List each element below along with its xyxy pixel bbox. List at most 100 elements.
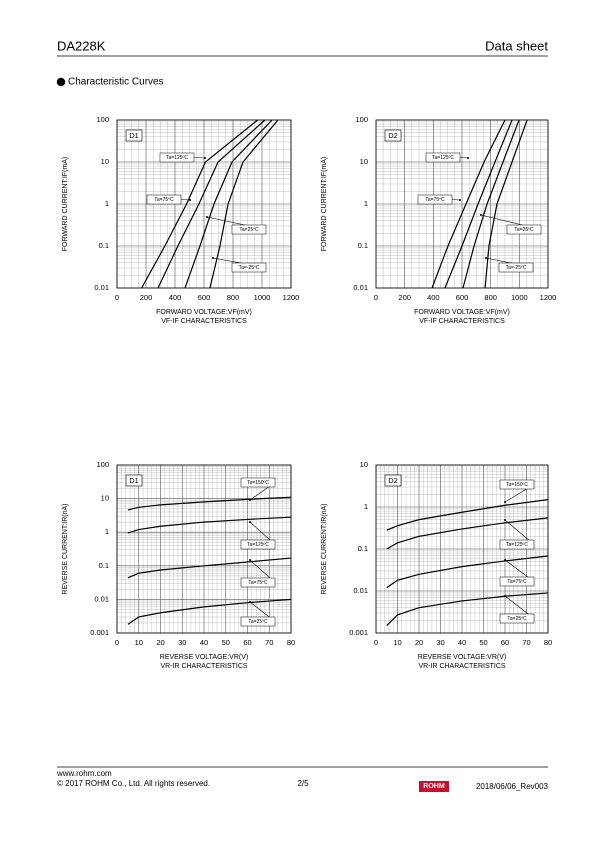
x-tick-label: 40 xyxy=(200,638,208,647)
curve xyxy=(184,119,273,289)
footer-copyright: © 2017 ROHM Co., Ltd. All rights reserve… xyxy=(57,779,210,788)
curve xyxy=(127,557,292,579)
series-label: Ta=125ºC xyxy=(506,542,528,548)
series-label: Ta=75ºC xyxy=(507,579,527,585)
curve xyxy=(484,119,528,289)
series-label-box xyxy=(231,262,267,273)
series-label-box xyxy=(240,539,276,550)
arrow-head xyxy=(204,157,206,159)
arrow-head xyxy=(485,257,487,259)
series-label-box xyxy=(417,194,453,205)
arrow-head xyxy=(212,257,214,259)
doc-type: Data sheet xyxy=(485,38,548,53)
arrow-head xyxy=(249,521,251,523)
x-tick-label: 600 xyxy=(198,293,211,302)
curve xyxy=(141,119,259,289)
x-tick-label: 80 xyxy=(287,638,295,647)
diode-label-box xyxy=(384,474,402,487)
arrow-head xyxy=(206,216,208,218)
logo: ROHM xyxy=(423,783,445,790)
y-tick-label: 0.1 xyxy=(358,544,368,553)
x-tick-label: 60 xyxy=(501,638,509,647)
series-label-box xyxy=(240,477,276,488)
curve xyxy=(209,119,279,289)
curve xyxy=(157,119,266,289)
logo-box xyxy=(419,781,449,792)
series-label: Ta=25ºC xyxy=(514,227,534,233)
y-tick-label: 0.001 xyxy=(90,628,109,637)
series-label-box xyxy=(231,224,267,235)
x-tick-label: 1000 xyxy=(511,293,528,302)
series-label-box xyxy=(499,539,535,550)
series-label: Ta=75ºC xyxy=(248,580,268,586)
y-tick-label: 10 xyxy=(360,460,368,469)
y-tick-label: 0.01 xyxy=(94,594,109,603)
plot-frame xyxy=(375,464,549,634)
y-tick-label: 10 xyxy=(360,157,368,166)
x-tick-label: 800 xyxy=(227,293,240,302)
annotation-arrow xyxy=(180,199,191,201)
series-label: Ta=125ºC xyxy=(247,542,269,548)
x-tick-label: 30 xyxy=(178,638,186,647)
series-label-box xyxy=(506,224,542,235)
series-label-box xyxy=(425,152,461,163)
x-tick-label: 400 xyxy=(427,293,440,302)
y-tick-label: 1 xyxy=(364,199,368,208)
x-tick-label: 200 xyxy=(398,293,411,302)
y-tick-label: 1 xyxy=(105,527,109,536)
diode-label: D1 xyxy=(129,131,139,140)
curve xyxy=(431,119,506,289)
y-axis-title: REVERSE CURRENT:IR(nA) xyxy=(62,503,69,594)
curve xyxy=(386,555,549,589)
chart-subtitle: VR-IR CHARACTERISTICS xyxy=(418,663,505,670)
x-tick-label: 800 xyxy=(484,293,497,302)
y-tick-label: 0.1 xyxy=(99,241,109,250)
x-tick-label: 30 xyxy=(436,638,444,647)
arrow-head xyxy=(467,157,469,159)
series-label: Ta=150ºC xyxy=(247,480,269,486)
x-axis-title: FORWARD VOLTAGE:VF(mV) xyxy=(156,309,252,316)
x-tick-label: 200 xyxy=(140,293,153,302)
series-label: Ta=125ºC xyxy=(432,155,454,161)
diode-label-box xyxy=(125,474,143,487)
curve xyxy=(386,499,549,531)
footer-url: www.rohm.com xyxy=(56,769,112,778)
plot-frame xyxy=(116,119,292,289)
y-axis-title: FORWARD CURRENT:IF(mA) xyxy=(321,157,328,252)
x-tick-label: 1000 xyxy=(254,293,271,302)
arrow-head xyxy=(480,214,482,216)
y-tick-label: 1 xyxy=(105,199,109,208)
arrow-head xyxy=(249,559,251,561)
chart-subtitle: VF-IF CHARACTERISTICS xyxy=(419,318,505,325)
bullet xyxy=(56,77,66,87)
series-label-box xyxy=(159,152,195,163)
diode-label: D2 xyxy=(388,476,398,485)
x-tick-label: 20 xyxy=(156,638,164,647)
x-tick-label: 50 xyxy=(222,638,230,647)
x-tick-label: 0 xyxy=(374,293,378,302)
diode-label-box xyxy=(125,129,143,142)
arrow-head xyxy=(504,501,506,503)
series-label: Ta=25ºC xyxy=(239,227,259,233)
chart-subtitle: VR-IR CHARACTERISTICS xyxy=(160,663,247,670)
curve xyxy=(444,119,513,289)
diode-label: D1 xyxy=(129,476,139,485)
x-axis-title: FORWARD VOLTAGE:VF(mV) xyxy=(414,309,510,316)
series-label-box xyxy=(240,577,276,588)
series-label: Ta=75ºC xyxy=(154,197,174,203)
x-tick-label: 20 xyxy=(415,638,423,647)
x-tick-label: 0 xyxy=(115,638,119,647)
curve xyxy=(127,598,292,625)
x-tick-label: 400 xyxy=(169,293,182,302)
y-tick-label: 0.01 xyxy=(353,283,368,292)
arrow-head xyxy=(249,499,251,501)
annotation-arrow xyxy=(193,157,206,159)
series-label-box xyxy=(240,616,276,627)
x-tick-label: 1200 xyxy=(540,293,557,302)
diode-label-box xyxy=(384,129,402,142)
x-tick-label: 50 xyxy=(479,638,487,647)
y-axis-title: FORWARD CURRENT:IF(mA) xyxy=(62,157,69,252)
y-tick-label: 0.01 xyxy=(353,586,368,595)
y-tick-label: 10 xyxy=(101,157,109,166)
